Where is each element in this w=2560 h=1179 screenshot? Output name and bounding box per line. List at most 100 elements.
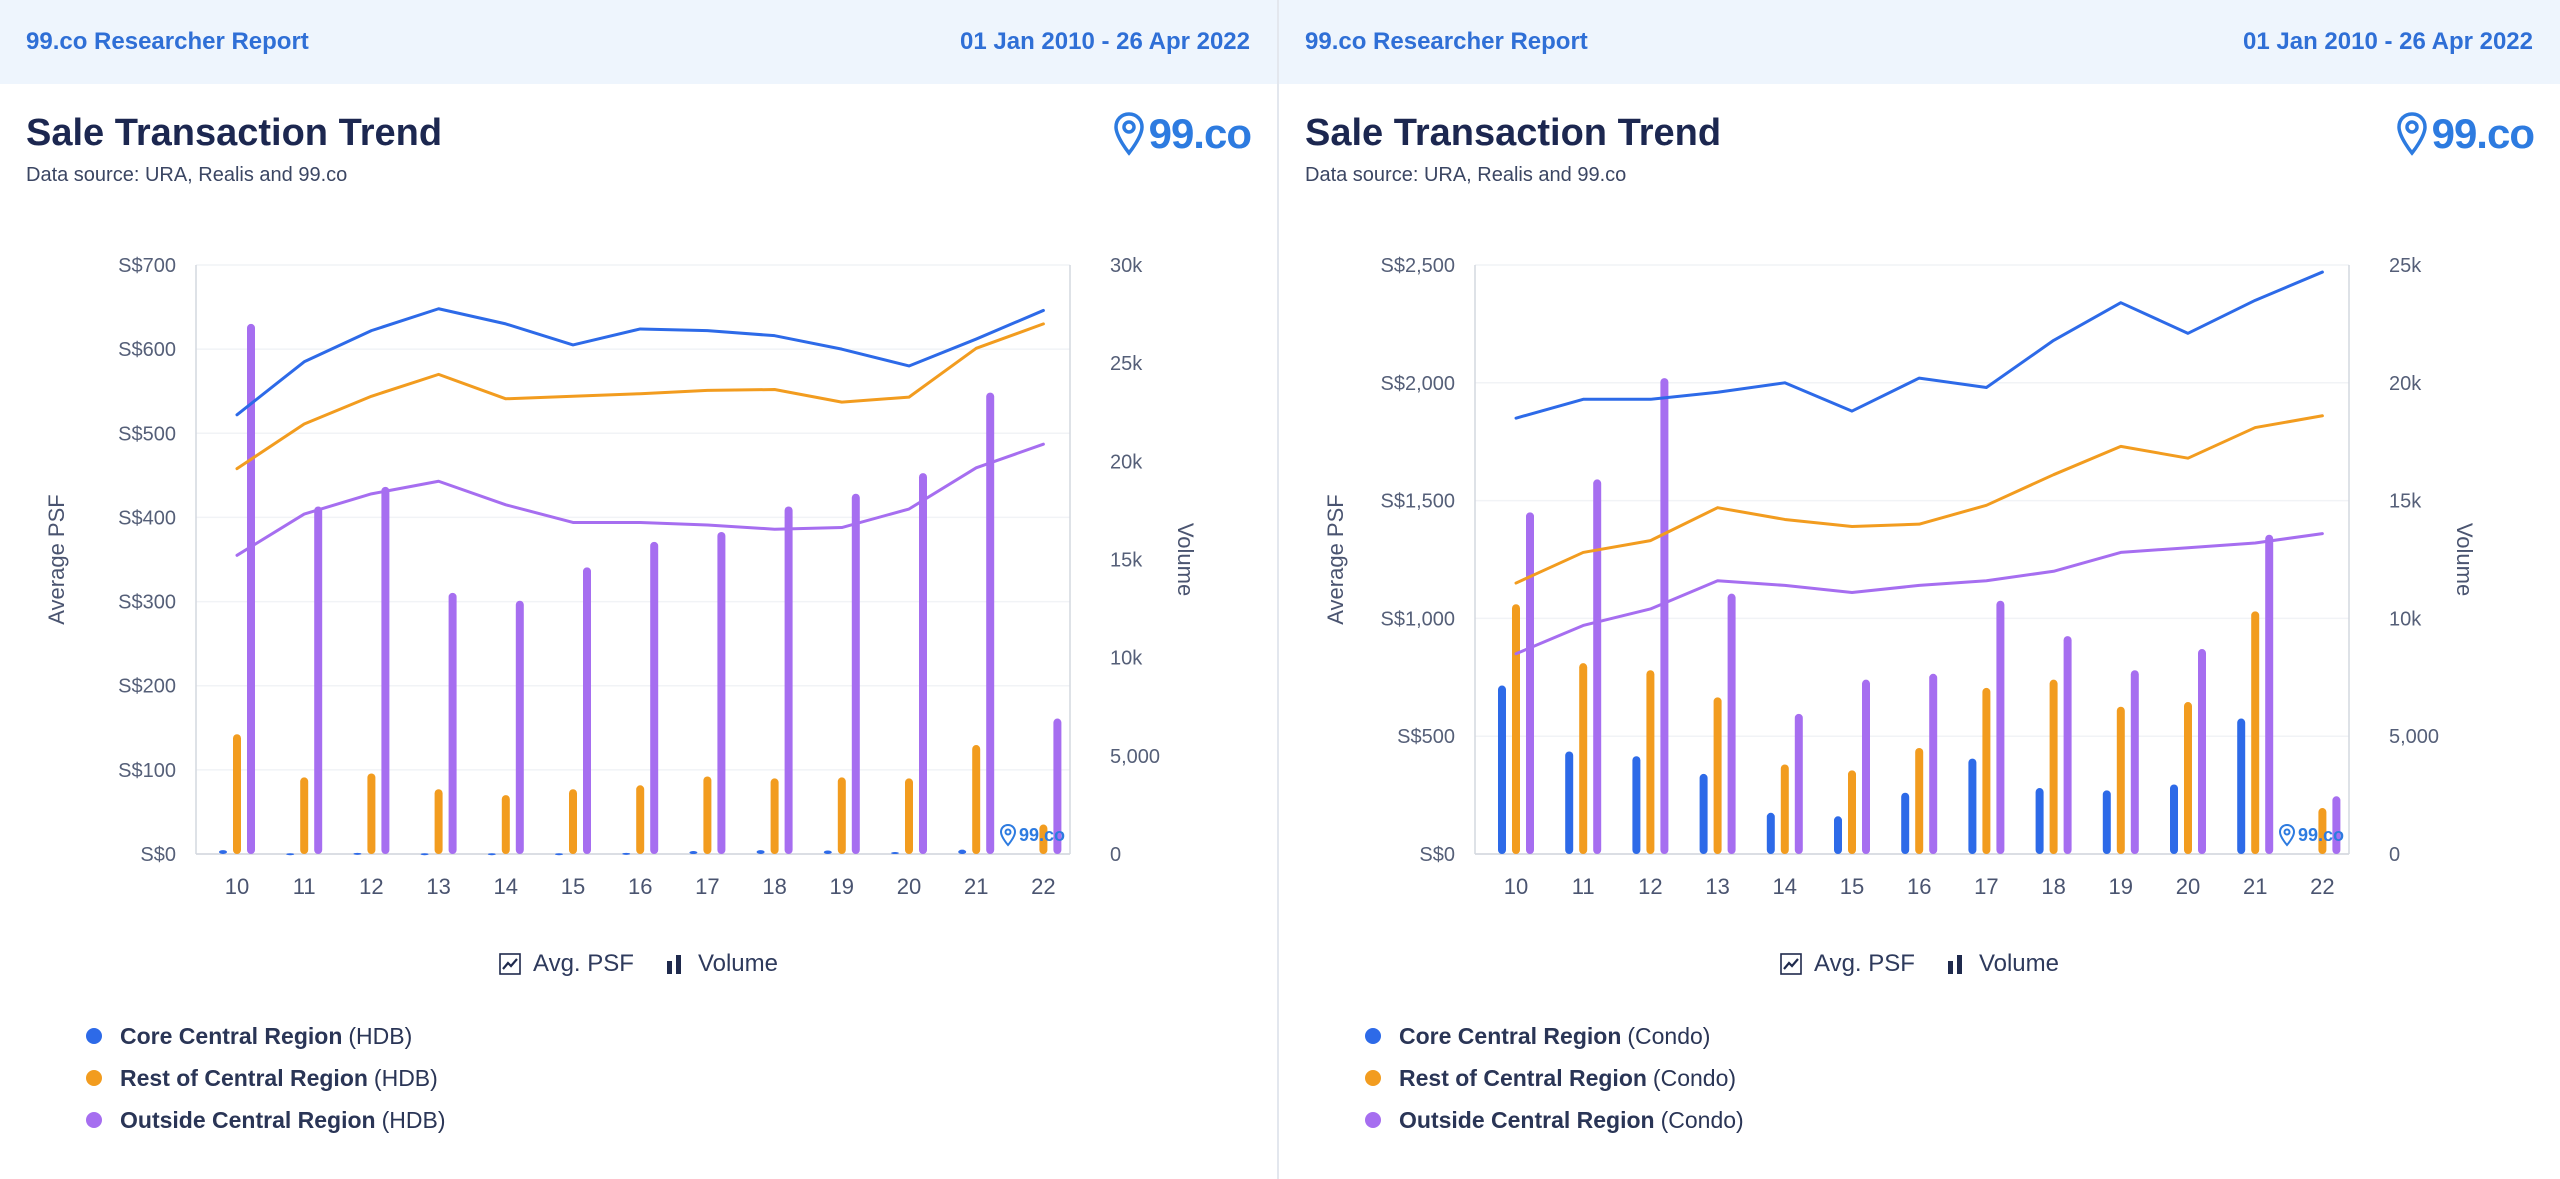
region-name: Rest of Central Region <box>120 1064 368 1091</box>
y-tick-label: S$0 <box>140 844 176 866</box>
logo-text: 99.co <box>1148 110 1252 157</box>
volume-bar <box>1929 673 1938 854</box>
x-tick-label: 11 <box>293 874 316 899</box>
legend-volume[interactable]: Volume <box>1945 950 2059 978</box>
volume-bar <box>1039 824 1048 854</box>
region-legend: Core Central Region (HDB) Rest of Centra… <box>86 1015 445 1141</box>
volume-bar <box>1901 792 1910 854</box>
region-name: Rest of Central Region <box>1399 1064 1647 1091</box>
y-right-tick-label: 20k <box>1110 451 1143 473</box>
x-tick-label: 15 <box>1840 874 1864 899</box>
region-type: (Condo) <box>1627 1022 1711 1049</box>
volume-bar <box>1834 816 1842 854</box>
y-tick-label: S$600 <box>118 339 176 361</box>
volume-bar <box>1579 663 1588 854</box>
legend-volume[interactable]: Volume <box>664 950 778 978</box>
volume-bar <box>1512 604 1520 854</box>
brand-logo: 99.co <box>1113 110 1252 158</box>
series-type-legend: Avg. PSF Volume <box>0 950 1277 978</box>
legend-volume-label: Volume <box>697 950 778 977</box>
legend-outside-central[interactable]: Outside Central Region (Condo) <box>1365 1099 1744 1141</box>
volume-bar <box>367 773 376 854</box>
volume-bar <box>703 776 712 854</box>
region-legend: Core Central Region (Condo) Rest of Cent… <box>1365 1015 1744 1141</box>
date-range: 01 Jan 2010 - 26 Apr 2022 <box>960 28 1250 55</box>
y-tick-label: S$2,000 <box>1380 373 1455 395</box>
x-tick-label: 19 <box>830 874 854 899</box>
y-tick-label: S$500 <box>118 423 176 445</box>
volume-bar <box>1593 479 1602 854</box>
location-pin-icon <box>2396 112 2427 156</box>
volume-bar <box>1794 713 1803 854</box>
x-tick-label: 10 <box>225 874 249 899</box>
volume-bar <box>434 789 443 854</box>
x-tick-label: 16 <box>1907 874 1931 899</box>
volume-bar <box>1565 751 1574 854</box>
chart-title: Sale Transaction Trend <box>1305 112 1722 154</box>
y-axis-label: Average PSF <box>44 494 69 624</box>
logo-text: 99.co <box>2431 110 2535 157</box>
legend-core-central[interactable]: Core Central Region (HDB) <box>86 1015 445 1057</box>
legend-avg-psf-label: Avg. PSF <box>533 950 634 977</box>
volume-bar <box>905 778 913 854</box>
volume-bar <box>1727 593 1736 854</box>
legend-outside-central[interactable]: Outside Central Region (HDB) <box>86 1099 445 1141</box>
bar-chart-icon <box>1947 955 1962 974</box>
volume-bar <box>823 850 832 854</box>
pin-dot <box>2283 828 2291 836</box>
volume-bar <box>381 486 390 854</box>
volume-bar <box>569 789 577 854</box>
volume-bar <box>2198 649 2206 854</box>
volume-bar <box>501 795 510 854</box>
volume-bar <box>2237 718 2246 854</box>
outside-region-dot <box>1365 1112 1381 1128</box>
legend-avg-psf[interactable]: Avg. PSF <box>1780 950 1915 978</box>
volume-bar <box>851 493 860 854</box>
y-right-tick-label: 15k <box>1110 550 1143 572</box>
chart-hdb: S$0 S$100 S$200 S$300 S$400 S$500 S$600 S$700 0 5… <box>44 255 1198 899</box>
volume-bar <box>2265 534 2274 854</box>
volume-bar <box>2318 808 2327 854</box>
volume-bar <box>622 852 631 855</box>
volume-bar <box>717 532 726 854</box>
y-right-axis-label: Volume <box>2452 523 2477 596</box>
volume-bar <box>986 392 995 854</box>
volume-bar <box>837 777 846 854</box>
legend-core-central[interactable]: Core Central Region (Condo) <box>1365 1015 1744 1057</box>
psf-line <box>235 322 1045 471</box>
x-tick-label: 20 <box>897 874 921 899</box>
date-range: 01 Jan 2010 - 26 Apr 2022 <box>2243 28 2533 55</box>
y-tick-label: S$1,000 <box>1380 608 1455 630</box>
x-tick-label: 13 <box>1705 874 1729 899</box>
psf-line <box>235 307 1045 417</box>
legend-avg-psf-label: Avg. PSF <box>1814 950 1915 977</box>
region-type: (HDB) <box>373 1064 438 1091</box>
x-tick-label: 13 <box>426 874 450 899</box>
volume-bar <box>1526 512 1534 854</box>
line-chart-icon <box>1780 953 1802 975</box>
legend-rest-central[interactable]: Rest of Central Region (Condo) <box>1365 1057 1744 1099</box>
x-tick-label: 15 <box>561 874 585 899</box>
y-axis-label: Average PSF <box>1323 494 1348 624</box>
volume-bar <box>2035 788 2044 854</box>
y-right-tick-label: 0 <box>1110 844 1121 866</box>
pin-dot <box>1004 828 1012 836</box>
volume-bar <box>756 850 765 854</box>
volume-bar <box>2251 611 2260 854</box>
y-tick-label: S$700 <box>118 255 176 277</box>
volume-bar <box>420 853 429 856</box>
volume-bar <box>314 506 323 854</box>
legend-avg-psf[interactable]: Avg. PSF <box>499 950 634 978</box>
y-right-tick-label: 25k <box>1110 353 1143 375</box>
legend-rest-central[interactable]: Rest of Central Region (HDB) <box>86 1057 445 1099</box>
y-tick-label: S$300 <box>118 592 176 614</box>
location-pin-icon <box>999 823 1017 847</box>
volume-bar <box>2116 706 2125 854</box>
volume-bar <box>1766 812 1775 854</box>
volume-bar <box>1699 773 1708 854</box>
y-right-tick-label: 15k <box>2389 491 2422 513</box>
x-tick-label: 14 <box>494 874 518 899</box>
x-tick-label: 10 <box>1504 874 1528 899</box>
data-source: Data source: URA, Realis and 99.co <box>1305 164 1627 186</box>
region-type: (HDB) <box>381 1106 446 1133</box>
